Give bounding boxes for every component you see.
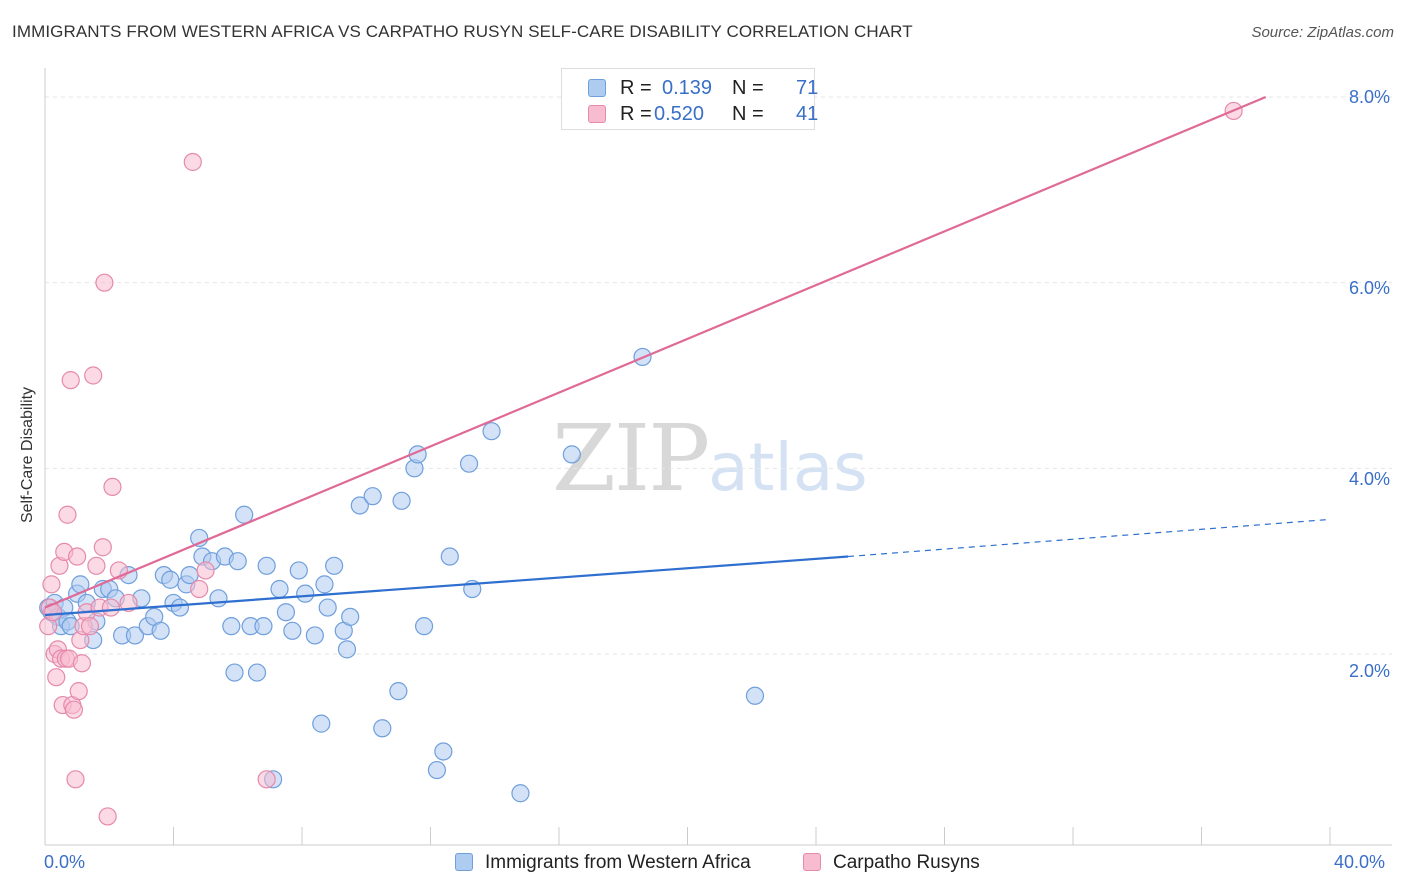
point-pink bbox=[42, 575, 61, 594]
point-blue bbox=[125, 626, 145, 645]
point-pink bbox=[64, 700, 84, 719]
legend-r-label: R = bbox=[620, 77, 652, 99]
point-pink bbox=[61, 371, 80, 390]
correlation-legend: R = 0.139 N = 71 R = 0.520 N = 41 bbox=[561, 68, 819, 130]
chart-title: IMMIGRANTS FROM WESTERN AFRICA VS CARPAT… bbox=[12, 22, 913, 41]
y-tick-label-6: 6.0% bbox=[1349, 278, 1391, 298]
point-blue bbox=[257, 556, 276, 575]
point-pink bbox=[47, 668, 66, 687]
point-blue bbox=[305, 626, 324, 645]
point-pink bbox=[69, 682, 88, 701]
point-blue bbox=[270, 579, 289, 599]
point-blue bbox=[373, 719, 392, 738]
point-blue bbox=[225, 663, 244, 682]
legend-n-label: N = bbox=[732, 103, 764, 125]
series-name-blue: Immigrants from Western Africa bbox=[485, 852, 751, 873]
point-pink bbox=[80, 617, 100, 636]
legend-r-value: 0.139 bbox=[662, 77, 713, 99]
legend-n-value: 41 bbox=[796, 103, 819, 125]
point-blue bbox=[283, 621, 302, 640]
point-blue bbox=[161, 570, 180, 589]
point-blue bbox=[247, 663, 267, 682]
point-blue bbox=[392, 491, 411, 510]
point-blue bbox=[254, 617, 273, 636]
point-blue bbox=[440, 547, 459, 566]
legend-swatch-blue bbox=[588, 79, 606, 97]
point-pink bbox=[84, 366, 103, 385]
point-blue bbox=[363, 487, 382, 506]
series-legend-blue: Immigrants from Western Africa bbox=[455, 852, 751, 874]
point-pink bbox=[257, 770, 276, 789]
point-blue bbox=[337, 640, 357, 659]
point-blue bbox=[482, 422, 501, 441]
point-blue bbox=[318, 598, 337, 617]
series-swatch-pink bbox=[803, 853, 821, 871]
point-blue bbox=[289, 561, 308, 580]
trendline-extension-blue bbox=[848, 518, 1331, 558]
point-pink bbox=[93, 538, 112, 557]
legend-n-value: 71 bbox=[796, 77, 819, 99]
x-tick-label-min: 0.0% bbox=[44, 852, 86, 872]
y-tick-label-2: 2.0% bbox=[1349, 661, 1391, 681]
point-pink bbox=[95, 273, 114, 292]
point-blue bbox=[170, 598, 190, 617]
point-blue bbox=[459, 454, 479, 473]
point-pink bbox=[72, 654, 92, 673]
point-pink bbox=[58, 505, 77, 524]
point-blue bbox=[341, 607, 360, 626]
x-tick-label-max: 40.0% bbox=[1334, 852, 1386, 872]
point-pink bbox=[119, 593, 138, 613]
point-blue bbox=[228, 552, 247, 571]
trendline-blue bbox=[44, 555, 849, 617]
y-tick-label-4: 4.0% bbox=[1349, 469, 1391, 489]
point-blue bbox=[389, 682, 408, 701]
series-name-pink: Carpatho Rusyns bbox=[833, 852, 980, 873]
point-blue bbox=[325, 556, 344, 575]
point-blue bbox=[414, 617, 434, 636]
point-pink bbox=[196, 561, 215, 580]
source-label: Source: ZipAtlas.com bbox=[1251, 24, 1394, 41]
point-blue bbox=[562, 445, 581, 464]
point-blue bbox=[296, 584, 315, 603]
point-pink bbox=[87, 556, 106, 575]
point-blue bbox=[427, 760, 447, 780]
series-swatch-blue bbox=[455, 853, 473, 871]
series-legend-pink: Carpatho Rusyns bbox=[803, 852, 980, 874]
point-blue bbox=[350, 496, 369, 515]
point-blue bbox=[315, 575, 334, 594]
point-blue bbox=[511, 784, 530, 803]
y-tick-label-8: 8.0% bbox=[1349, 87, 1391, 107]
legend-swatch-pink bbox=[588, 105, 606, 123]
trendline-pink bbox=[44, 95, 1267, 609]
point-blue bbox=[209, 589, 228, 608]
point-pink bbox=[190, 579, 209, 599]
point-blue bbox=[745, 686, 765, 705]
point-pink bbox=[68, 547, 87, 566]
point-pink bbox=[66, 770, 85, 789]
point-pink bbox=[103, 477, 122, 496]
legend-r-label: R = bbox=[620, 103, 652, 125]
point-blue bbox=[222, 617, 241, 636]
point-blue bbox=[312, 714, 331, 733]
point-blue bbox=[434, 742, 453, 761]
point-pink bbox=[101, 598, 120, 617]
point-pink bbox=[98, 807, 117, 826]
legend-r-value: 0.520 bbox=[654, 103, 705, 125]
point-blue bbox=[151, 621, 170, 640]
point-pink bbox=[183, 152, 202, 172]
legend-n-label: N = bbox=[732, 77, 764, 99]
point-blue bbox=[276, 603, 296, 622]
watermark-atlas: atlas bbox=[708, 429, 868, 506]
